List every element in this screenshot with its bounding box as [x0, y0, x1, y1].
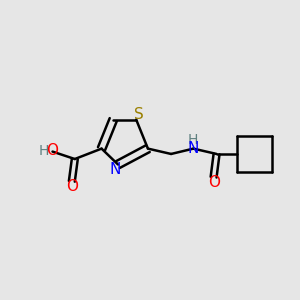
Text: N: N — [188, 141, 199, 156]
Text: S: S — [134, 107, 144, 122]
Text: O: O — [46, 143, 58, 158]
Text: O: O — [66, 179, 78, 194]
Text: O: O — [208, 175, 220, 190]
Text: N: N — [110, 162, 121, 177]
Text: H: H — [39, 144, 50, 158]
Text: H: H — [187, 133, 198, 147]
